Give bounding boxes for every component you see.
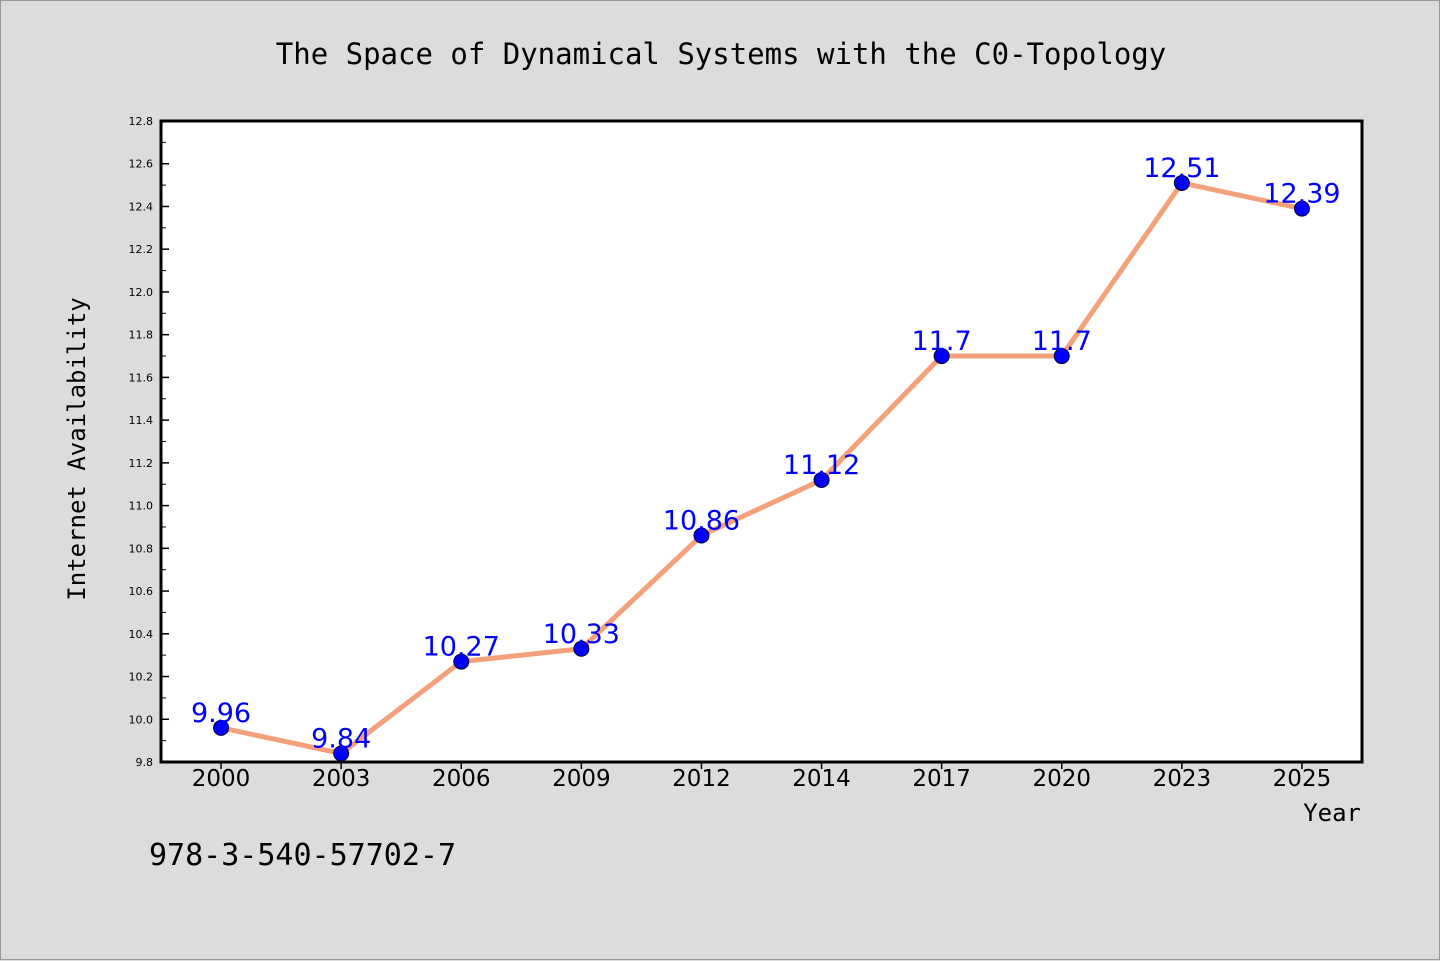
x-tick-label: 2020 xyxy=(1032,766,1091,792)
y-tick-label: 11.4 xyxy=(129,414,154,427)
y-tick-label: 12.8 xyxy=(129,115,154,128)
series-line xyxy=(218,180,1305,756)
y-tick-label: 9.8 xyxy=(136,756,154,769)
data-point xyxy=(1173,174,1190,191)
data-label: 10.86 xyxy=(663,506,740,537)
x-tick-label: 2012 xyxy=(672,766,731,792)
data-label: 12.51 xyxy=(1143,153,1220,184)
data-point xyxy=(573,640,590,657)
y-tick-label: 11.2 xyxy=(129,457,154,470)
y-tick-label: 11.0 xyxy=(129,500,154,513)
chart-title: The Space of Dynamical Systems with the … xyxy=(276,37,1166,71)
y-axis: 9.8 10.0 10.2 10.4 10.6 10.8 11.0 11.2 11.4 11.6 1… xyxy=(129,115,169,769)
data-point xyxy=(453,653,470,670)
data-label: 9.84 xyxy=(311,723,371,754)
x-tick-label: 2000 xyxy=(192,766,251,792)
x-tick-label: 2006 xyxy=(432,766,491,792)
data-label: 11.7 xyxy=(912,326,972,357)
y-tick-label: 12.6 xyxy=(129,158,154,171)
y-tick-label: 10.8 xyxy=(129,542,154,555)
data-label: 11.7 xyxy=(1032,326,1092,357)
data-label: 10.33 xyxy=(543,619,620,650)
x-axis-label: Year xyxy=(1303,799,1361,827)
x-tick-label: 2014 xyxy=(792,766,851,792)
y-tick-label: 10.0 xyxy=(129,713,154,726)
data-label: 10.27 xyxy=(423,632,500,663)
x-tick-label: 2023 xyxy=(1153,766,1212,792)
isbn-annotation: 978-3-540-57702-7 xyxy=(149,838,456,873)
x-tick-label: 2025 xyxy=(1273,766,1332,792)
data-point xyxy=(213,719,230,736)
data-point xyxy=(693,527,710,544)
y-tick-label: 11.6 xyxy=(129,371,154,384)
y-axis-label: Internet Availability xyxy=(63,297,91,600)
x-tick-label: 2017 xyxy=(912,766,971,792)
data-point xyxy=(333,745,350,762)
data-point xyxy=(1053,348,1070,365)
y-tick-label: 11.8 xyxy=(129,329,154,342)
y-tick-label: 10.4 xyxy=(129,628,154,641)
data-label-layer: 9.96 9.84 10.27 10.33 10.86 11.12 11.7 11.7 12.5… xyxy=(191,153,1341,754)
series-layer xyxy=(213,174,1310,762)
y-tick-label: 12.2 xyxy=(129,243,154,256)
y-tick-label: 12.4 xyxy=(129,200,154,213)
x-tick-label: 2003 xyxy=(312,766,371,792)
data-label: 11.12 xyxy=(783,450,860,481)
data-point xyxy=(933,348,950,365)
y-tick-label: 12.0 xyxy=(129,286,154,299)
y-tick-label: 10.2 xyxy=(129,671,154,684)
x-axis: 2000 2003 2006 2009 2012 2014 2017 2020 2023 2025 xyxy=(192,762,1331,792)
data-label: 9.96 xyxy=(191,698,251,729)
data-point xyxy=(1293,200,1310,217)
y-tick-label: 10.6 xyxy=(129,585,154,598)
data-label: 12.39 xyxy=(1263,179,1340,210)
plot-area xyxy=(159,119,1364,764)
x-tick-label: 2009 xyxy=(552,766,611,792)
data-point xyxy=(813,471,830,488)
